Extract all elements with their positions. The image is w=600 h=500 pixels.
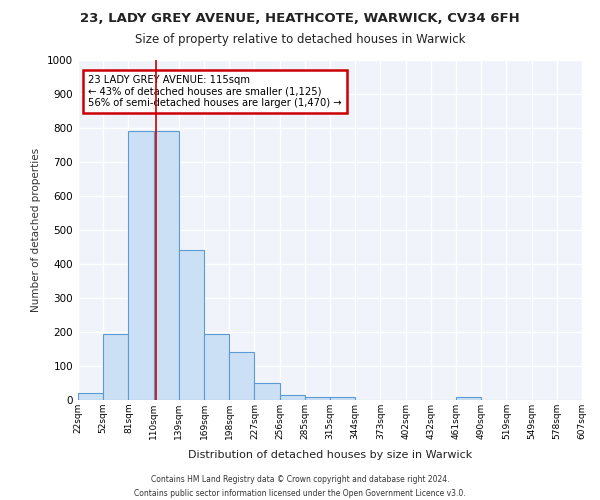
Bar bbox=[103, 334, 128, 400]
Bar bbox=[78, 393, 103, 400]
X-axis label: Distribution of detached houses by size in Warwick: Distribution of detached houses by size … bbox=[188, 450, 472, 460]
Bar bbox=[204, 334, 229, 400]
Bar bbox=[280, 395, 305, 400]
Y-axis label: Number of detached properties: Number of detached properties bbox=[31, 148, 41, 312]
Text: 23, LADY GREY AVENUE, HEATHCOTE, WARWICK, CV34 6FH: 23, LADY GREY AVENUE, HEATHCOTE, WARWICK… bbox=[80, 12, 520, 26]
Bar bbox=[305, 396, 330, 400]
Bar bbox=[330, 396, 355, 400]
Bar bbox=[128, 132, 154, 400]
Bar bbox=[456, 396, 481, 400]
Bar bbox=[254, 383, 280, 400]
Bar bbox=[229, 352, 254, 400]
Text: Size of property relative to detached houses in Warwick: Size of property relative to detached ho… bbox=[135, 32, 465, 46]
Text: 23 LADY GREY AVENUE: 115sqm
← 43% of detached houses are smaller (1,125)
56% of : 23 LADY GREY AVENUE: 115sqm ← 43% of det… bbox=[88, 76, 342, 108]
Bar bbox=[179, 250, 204, 400]
Text: Contains HM Land Registry data © Crown copyright and database right 2024.
Contai: Contains HM Land Registry data © Crown c… bbox=[134, 476, 466, 498]
Bar bbox=[154, 132, 179, 400]
